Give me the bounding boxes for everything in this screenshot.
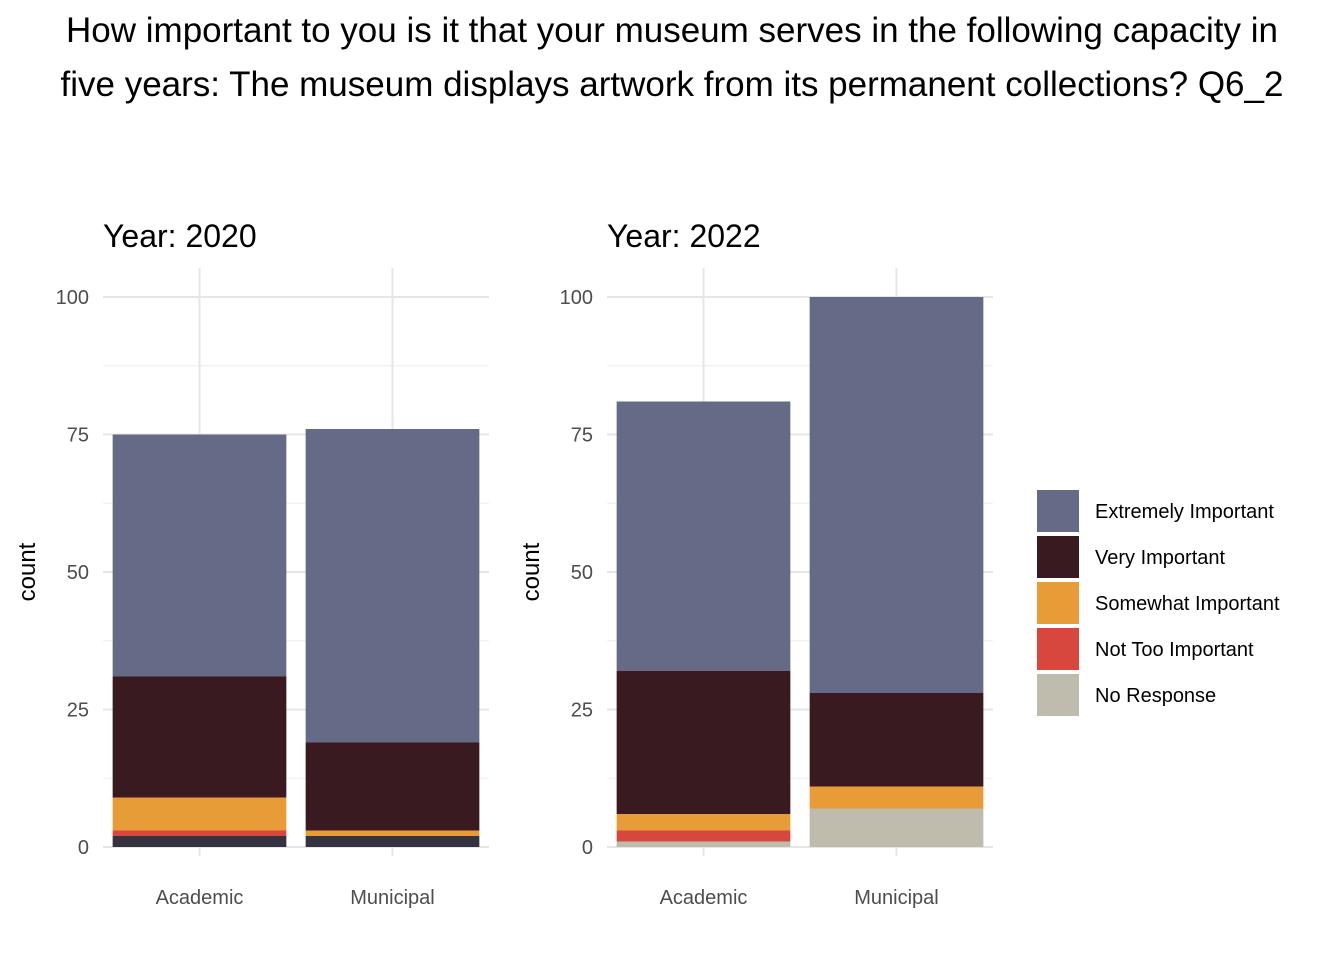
- bar-municipal-somewhat-important: [305, 830, 480, 836]
- y-tick-label: 75: [67, 425, 89, 447]
- bar-academic-somewhat-important: [112, 797, 287, 831]
- legend-key: [1037, 582, 1079, 624]
- bar-academic-extremely-important: [112, 434, 287, 677]
- bar-academic-unlabeled: [112, 836, 287, 847]
- bar-municipal-extremely-important: [305, 429, 480, 743]
- panel-title: Year: 2022: [607, 218, 761, 254]
- x-tick-label: Municipal: [854, 887, 938, 909]
- bar-academic-not-too-important: [112, 830, 287, 836]
- bar-municipal-very-important: [305, 742, 480, 831]
- legend-key: [1037, 490, 1079, 532]
- legend-label: Somewhat Important: [1095, 593, 1280, 615]
- y-axis-label: count: [518, 542, 545, 601]
- bar-municipal-extremely-important: [809, 297, 984, 693]
- bar-academic-somewhat-important: [616, 814, 791, 831]
- bar-academic-extremely-important: [616, 401, 791, 671]
- legend-label: Very Important: [1095, 547, 1226, 569]
- legend-key: [1037, 536, 1079, 578]
- bar-academic-no-response: [616, 841, 791, 847]
- legend-key: [1037, 628, 1079, 670]
- y-tick-label: 100: [56, 287, 89, 309]
- x-tick-label: Academic: [660, 887, 748, 909]
- bar-municipal-unlabeled: [305, 836, 480, 847]
- y-tick-label: 75: [571, 425, 593, 447]
- bar-academic-very-important: [616, 671, 791, 814]
- x-tick-label: Municipal: [350, 887, 434, 909]
- y-tick-label: 25: [67, 700, 89, 722]
- bar-municipal-somewhat-important: [809, 786, 984, 809]
- y-tick-label: 0: [78, 837, 89, 859]
- bar-academic-not-too-important: [616, 830, 791, 842]
- legend-label: Not Too Important: [1095, 639, 1254, 661]
- legend-label: No Response: [1095, 685, 1216, 707]
- x-tick-label: Academic: [156, 887, 244, 909]
- bar-municipal-no-response: [809, 808, 984, 847]
- legend-label: Extremely Important: [1095, 501, 1274, 523]
- bar-municipal-very-important: [809, 693, 984, 787]
- y-axis-label: count: [14, 542, 41, 601]
- bar-academic-very-important: [112, 676, 287, 798]
- panel-title: Year: 2020: [103, 218, 257, 254]
- y-tick-label: 50: [571, 562, 593, 584]
- y-tick-label: 0: [582, 837, 593, 859]
- y-tick-label: 100: [560, 287, 593, 309]
- chart-title: How important to you is it that your mus…: [60, 11, 1284, 104]
- y-tick-label: 50: [67, 562, 89, 584]
- y-tick-label: 25: [571, 700, 593, 722]
- legend-key: [1037, 674, 1079, 716]
